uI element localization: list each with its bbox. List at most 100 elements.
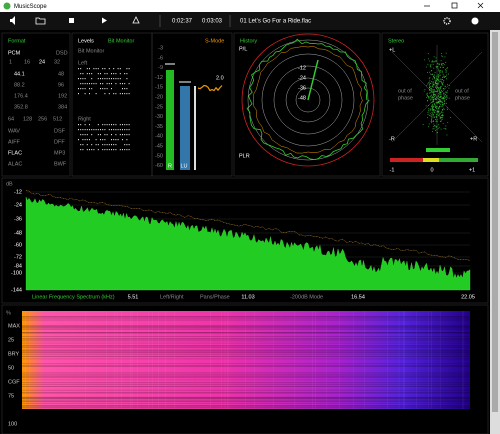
- info-button[interactable]: [471, 17, 479, 25]
- stereo-dot: [434, 95, 436, 97]
- spectrogram-stripe: [22, 372, 470, 373]
- bit-dot: [124, 83, 126, 85]
- stereo-dot: [440, 117, 442, 119]
- bit-dot: [106, 83, 108, 85]
- settings-button[interactable]: [443, 17, 451, 25]
- bit-dot: [108, 93, 110, 95]
- stereo-dot: [433, 67, 435, 69]
- stereo-dot: [430, 122, 432, 124]
- history-ring: [273, 65, 343, 135]
- history-panel: [233, 32, 381, 177]
- spectrogram-stripe: [22, 406, 470, 408]
- stereo-dot: [439, 99, 441, 101]
- stereo-dot: [439, 101, 441, 102]
- stereo-dot: [445, 125, 447, 127]
- stereo-dot: [437, 79, 439, 81]
- bit-dot: [104, 129, 106, 131]
- stereo-dot: [437, 111, 439, 113]
- stereo-dot: [441, 64, 443, 66]
- scrollbar-thumb[interactable]: [492, 32, 498, 412]
- stereo-dot: [441, 115, 443, 116]
- stereo-dot: [431, 108, 433, 110]
- stereo-dot: [426, 93, 428, 95]
- bit-dot: [97, 73, 99, 75]
- bit-dot: [82, 139, 84, 141]
- stereo-dot: [443, 81, 444, 83]
- phase-bar: [423, 158, 439, 162]
- bit-dot: [126, 124, 128, 126]
- maximize-button[interactable]: [451, 2, 458, 9]
- stereo-dot: [444, 69, 446, 71]
- stereo-dot: [441, 91, 443, 92]
- bit-dot: [115, 73, 117, 75]
- open-button[interactable]: [35, 17, 46, 25]
- stereo-dot: [434, 103, 436, 105]
- bit-dot: [78, 88, 79, 90]
- stereo-dot: [429, 77, 431, 79]
- stereo-dot: [436, 103, 438, 104]
- stereo-dot: [430, 89, 432, 91]
- stereo-dot: [443, 63, 444, 64]
- stop-button[interactable]: [69, 18, 74, 23]
- bit-dot: [113, 124, 115, 126]
- bit-dot: [82, 149, 84, 151]
- stereo-dot: [446, 78, 447, 80]
- bit-dot: [113, 129, 115, 131]
- bit-dot: [102, 149, 104, 151]
- dsd-rate: 512: [53, 116, 62, 122]
- stereo-dot: [430, 94, 432, 96]
- stereo-dot: [434, 124, 436, 126]
- bit-dot: [119, 134, 121, 136]
- stereo-dot: [441, 63, 442, 65]
- bit-dot: [97, 134, 99, 136]
- stereo-dot: [435, 87, 437, 88]
- stereo-dot: [434, 79, 436, 81]
- close-button[interactable]: [477, 2, 484, 9]
- stereo-dot: [432, 61, 433, 63]
- bit-dot: [100, 78, 101, 80]
- stereo-dot: [446, 134, 448, 136]
- volume-button[interactable]: [10, 16, 15, 25]
- stereo-dot: [437, 98, 439, 100]
- bit-dot: [115, 129, 117, 131]
- stereo-dot: [432, 100, 434, 102]
- play-button[interactable]: [102, 17, 107, 24]
- spectrogram-stripe: [130, 311, 131, 409]
- bit-dot: [115, 139, 117, 141]
- format-dsd: DSD: [56, 50, 68, 56]
- stereo-dot: [434, 112, 436, 113]
- spectrogram-stripe: [22, 397, 470, 398]
- stereo-dot: [439, 104, 441, 105]
- stereo-dot: [433, 120, 434, 122]
- bit-dot: [100, 139, 101, 141]
- stereo-dot: [433, 97, 435, 99]
- stereo-dot: [438, 70, 440, 72]
- stereo-dot: [447, 67, 448, 69]
- stereo-dot: [443, 128, 445, 129]
- stereo-dot: [434, 61, 436, 63]
- container: DFF: [54, 139, 65, 145]
- spectrogram-stripe: [22, 326, 470, 328]
- stereo-dot: [431, 89, 433, 91]
- spectrogram-stripe: [22, 336, 470, 337]
- stereo-dot: [431, 118, 432, 120]
- spectrogram-tick: 75: [8, 393, 14, 399]
- spectrogram-stripe: [22, 347, 470, 348]
- stereo-dot: [435, 116, 437, 118]
- bit-dot: [89, 73, 90, 75]
- bit-dot: [97, 149, 99, 151]
- panel-tab[interactable]: Bit Monitor: [108, 38, 134, 44]
- container: BWF: [54, 161, 67, 167]
- meter-mode[interactable]: S-Mode: [205, 38, 224, 44]
- stereo-dot: [430, 66, 432, 68]
- stereo-panel: [381, 32, 489, 177]
- eject-button[interactable]: [132, 16, 140, 24]
- phase-bar: [439, 158, 478, 162]
- spectrum-mode: -200dB Mode: [290, 294, 323, 300]
- spectrogram-tick: MAX: [8, 323, 20, 329]
- stereo-dot: [436, 110, 438, 112]
- bit-dot: [108, 129, 110, 131]
- spectrogram-stripe: [463, 311, 465, 409]
- stereo-dot: [442, 104, 444, 106]
